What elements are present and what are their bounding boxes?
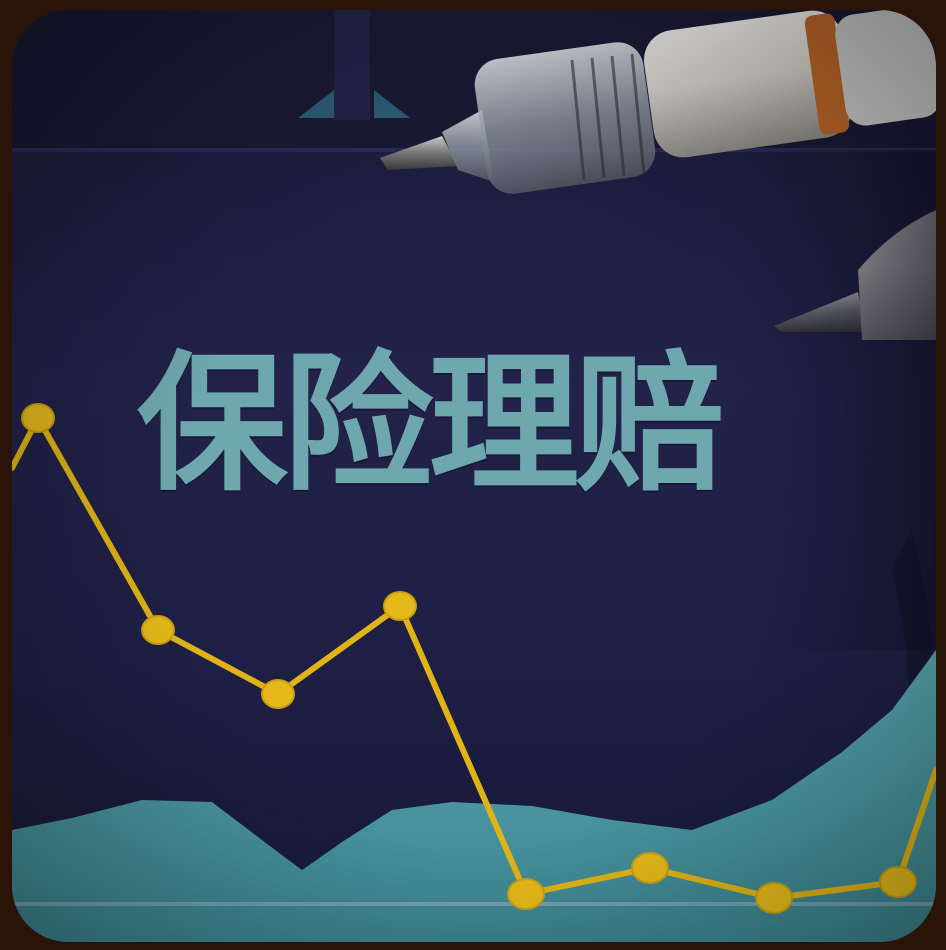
pen-top-body xyxy=(643,10,853,158)
line-point xyxy=(261,679,295,709)
pen-top xyxy=(380,10,936,194)
pen-top-end xyxy=(835,10,936,126)
line-point xyxy=(21,403,55,433)
sheet-triangle xyxy=(298,90,334,118)
line-point xyxy=(141,615,175,645)
photo-scene xyxy=(12,10,936,942)
pen-top-grip xyxy=(474,42,656,194)
sheet-triangle-2 xyxy=(374,90,410,118)
line-points xyxy=(21,403,917,914)
line-point xyxy=(755,882,793,914)
line-point xyxy=(507,878,545,910)
line-point xyxy=(879,866,917,898)
line-point xyxy=(383,591,417,621)
icon-tile[interactable]: 保险理赔 xyxy=(12,10,936,942)
dark-valley xyxy=(212,802,342,870)
axis-line xyxy=(12,902,936,906)
line-point xyxy=(631,852,669,884)
right-shading xyxy=(712,150,936,650)
pen-top-tip xyxy=(380,136,458,170)
title-text: 保险理赔 xyxy=(136,338,725,512)
yellow-line-chart xyxy=(12,415,936,901)
pen-top-grip-ridges xyxy=(570,53,646,181)
pen-top-band xyxy=(804,13,850,135)
teal-area-chart xyxy=(12,650,936,942)
sheet-divider xyxy=(334,10,370,120)
